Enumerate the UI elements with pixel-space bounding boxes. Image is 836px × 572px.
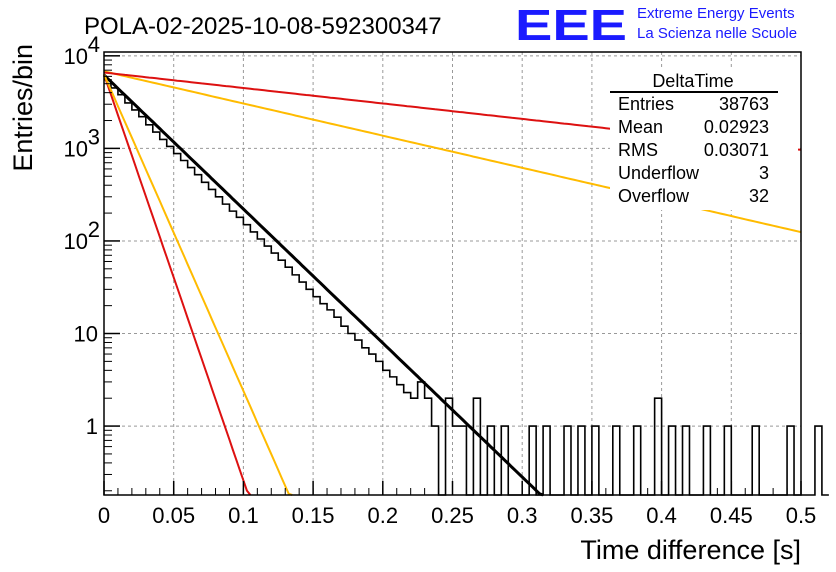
stats-box: DeltaTime Entries 38763 Mean 0.02923 RMS… xyxy=(610,70,798,210)
eee-logo-mark: EEE xyxy=(515,1,627,50)
stats-mean-label: Mean xyxy=(618,117,663,137)
x-tick-label: 0.25 xyxy=(431,503,474,528)
x-tick-label: 0.4 xyxy=(646,503,677,528)
x-tick-label: 0.3 xyxy=(507,503,538,528)
histogram xyxy=(104,79,829,496)
eee-logo-line1: Extreme Energy Events xyxy=(637,5,795,22)
x-axis-label: Time difference [s] xyxy=(580,535,801,565)
x-tick-label: 0.1 xyxy=(228,503,259,528)
y-tick-exponent: 3 xyxy=(88,124,100,149)
eee-logo-line2: La Scienza nelle Scuole xyxy=(637,25,797,42)
stats-underflow-value: 3 xyxy=(759,163,769,183)
stats-entries-value: 38763 xyxy=(719,94,769,114)
y-tick-label: 10 xyxy=(64,229,88,254)
stats-mean-value: 0.02923 xyxy=(704,117,769,137)
chart-title: POLA-02-2025-10-08-592300347 xyxy=(84,13,442,40)
x-tick-label: 0.5 xyxy=(786,503,817,528)
y-tick-label: 1 xyxy=(86,414,98,439)
stats-title: DeltaTime xyxy=(652,71,733,91)
fit-black xyxy=(102,73,544,497)
y-tick-exponent: 4 xyxy=(88,32,100,57)
x-tick-label: 0.15 xyxy=(292,503,335,528)
fit-red-steep xyxy=(103,74,252,496)
stats-rms-label: RMS xyxy=(618,140,658,160)
stats-entries-label: Entries xyxy=(618,94,674,114)
stats-overflow-label: Overflow xyxy=(618,186,690,206)
y-axis-label: Entries/bin xyxy=(8,44,38,172)
x-tick-label: 0.35 xyxy=(570,503,613,528)
stats-box-bg xyxy=(610,70,798,210)
histogram-outline xyxy=(104,79,829,496)
fit-orange-steep xyxy=(103,73,293,496)
stats-underflow-label: Underflow xyxy=(618,163,700,183)
x-tick-label: 0.05 xyxy=(152,503,195,528)
x-tick-label: 0 xyxy=(98,503,110,528)
y-tick-label: 10 xyxy=(64,44,88,69)
stats-rms-value: 0.03071 xyxy=(704,140,769,160)
x-tick-label: 0.45 xyxy=(710,503,753,528)
y-tick-label: 10 xyxy=(64,136,88,161)
x-axis-ticks: 0 0.05 0.1 0.15 0.2 0.25 0.3 0.35 0.4 0.45 0.5 xyxy=(98,481,816,528)
stats-overflow-value: 32 xyxy=(749,186,769,206)
y-tick-label: 10 xyxy=(74,322,98,347)
y-tick-exponent: 2 xyxy=(88,217,100,242)
eee-logo: EEE Extreme Energy Events La Scienza nel… xyxy=(515,1,797,50)
x-tick-label: 0.2 xyxy=(368,503,399,528)
